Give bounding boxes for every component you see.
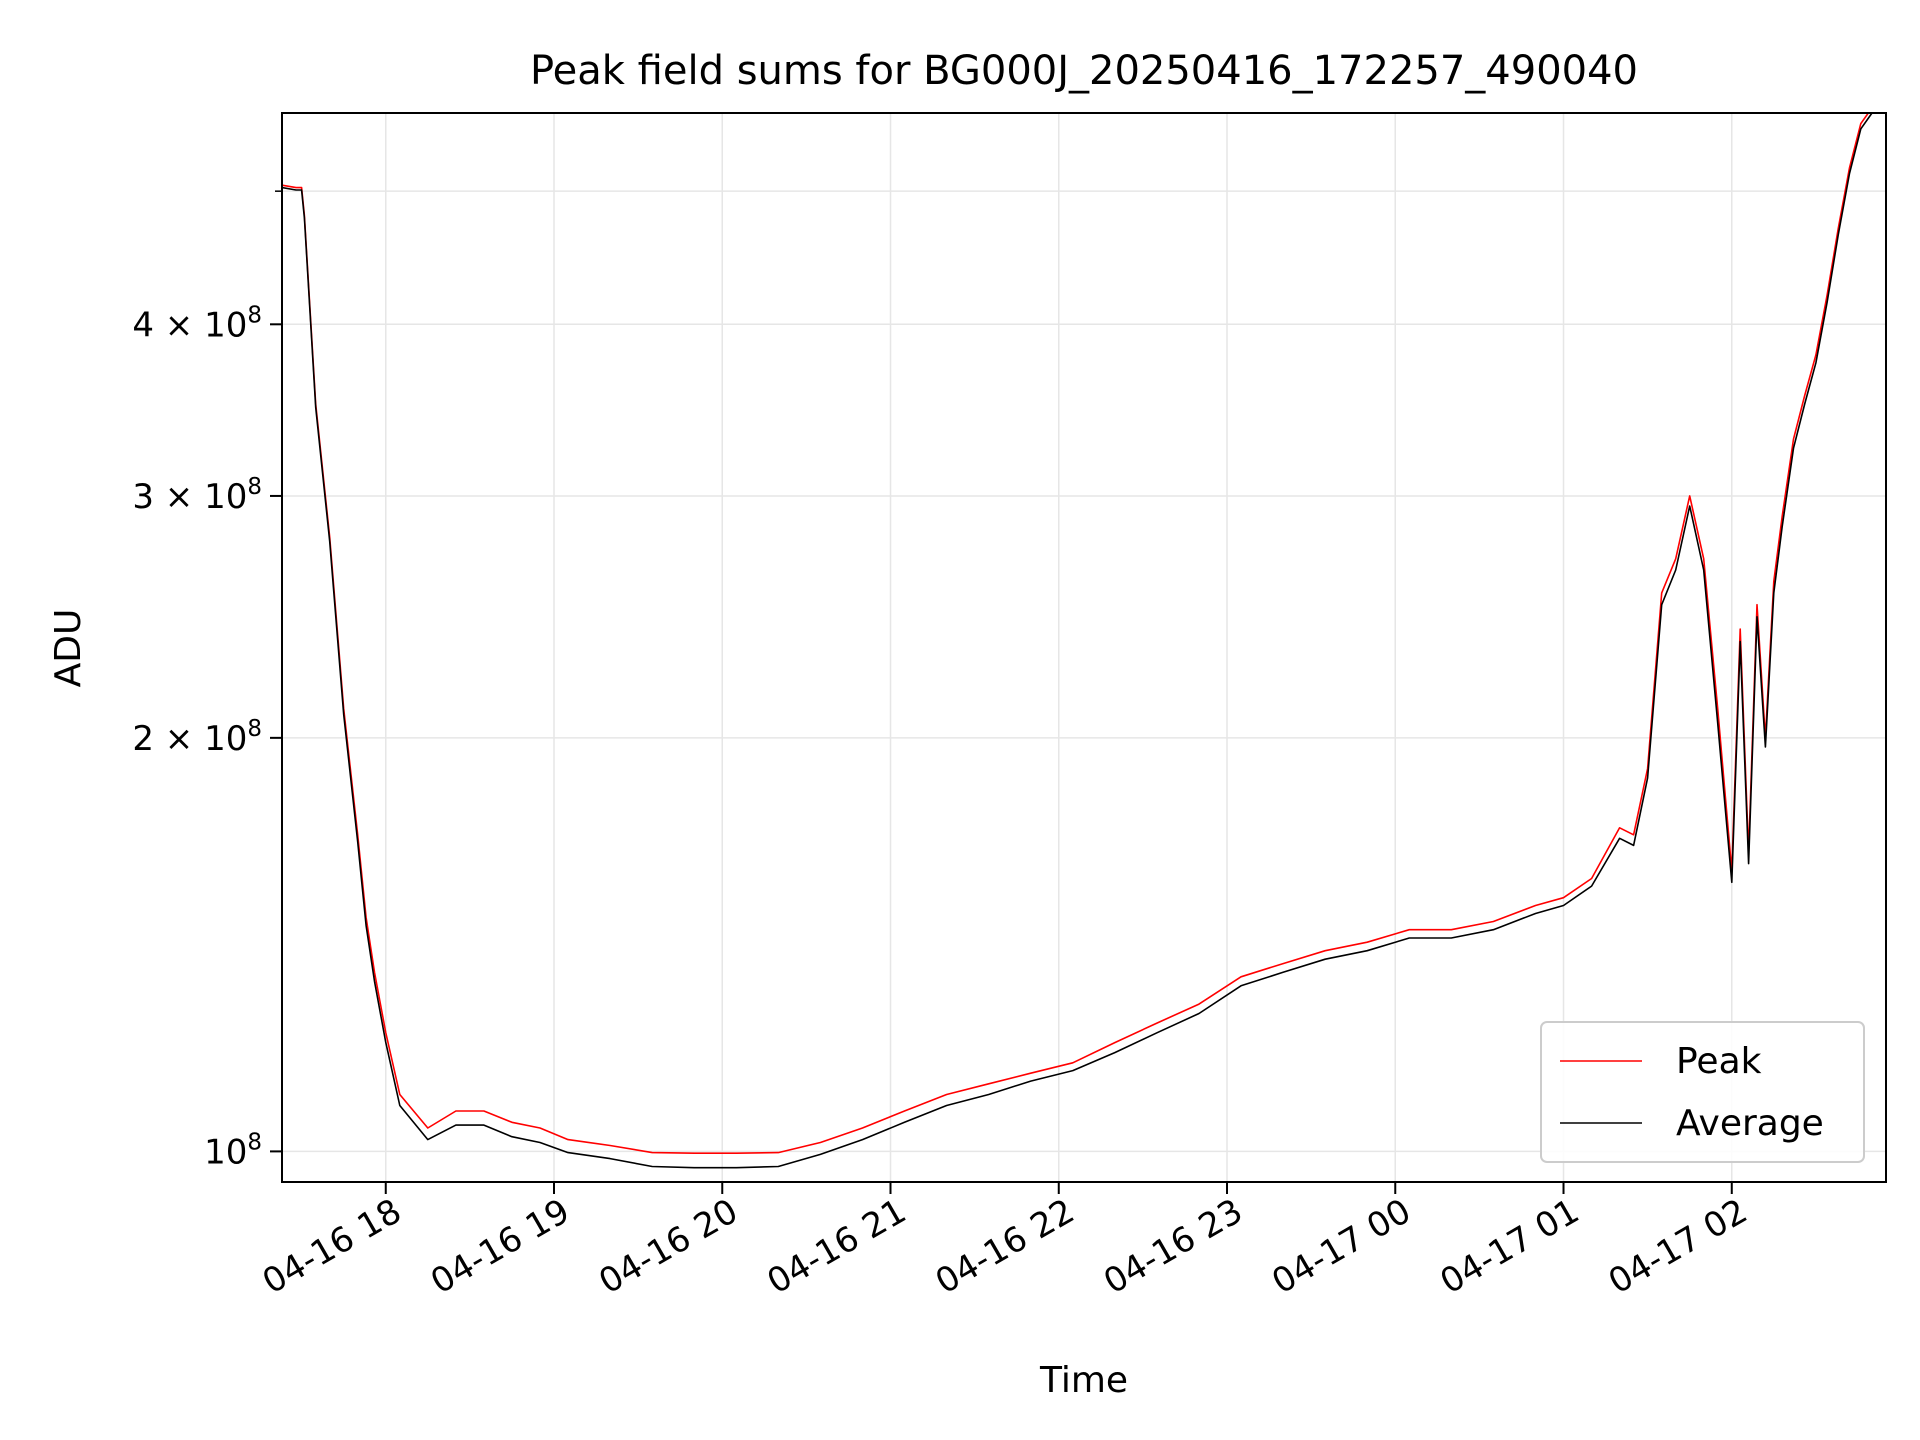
y-tick-label: 2 × 108 — [132, 716, 262, 759]
chart-title: Peak field sums for BG000J_20250416_1722… — [530, 48, 1638, 94]
y-tick-label: 108 — [204, 1129, 262, 1172]
series-line-average — [282, 113, 1875, 1169]
x-axis-label: Time — [1039, 1360, 1128, 1401]
legend-label-peak: Peak — [1676, 1041, 1762, 1082]
grid-lines — [282, 113, 1886, 1182]
y-axis: 108 2 × 108 3 × 108 4 × 108 — [132, 190, 282, 1172]
legend-box — [1540, 1021, 1865, 1163]
legend-label-average: Average — [1676, 1103, 1824, 1144]
y-axis-label: ADU — [48, 609, 89, 688]
y-tick-label: 3 × 108 — [132, 474, 262, 517]
plot-frame — [281, 112, 1887, 1183]
series-lines — [282, 113, 1875, 1169]
legend: Peak Average — [1540, 1021, 1865, 1163]
y-tick-label: 4 × 108 — [132, 302, 262, 345]
